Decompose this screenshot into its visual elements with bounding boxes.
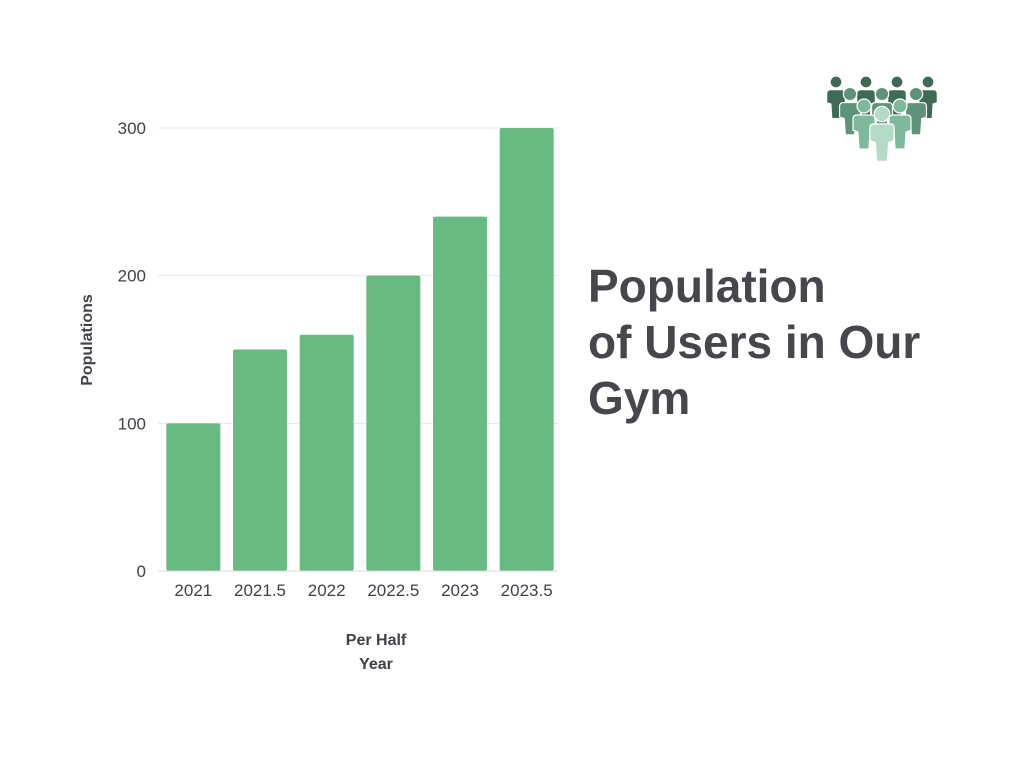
x-tick-labels: 2021 2021.5 2022 2022.5 2023 2023.5 — [174, 581, 552, 600]
x-tick-label: 2023 — [441, 581, 479, 600]
chart-title-line: of Users in Our — [588, 316, 921, 368]
gridlines — [158, 127, 558, 424]
y-tick-label: 200 — [118, 267, 146, 286]
bar — [366, 275, 421, 571]
x-tick-label: 2022.5 — [367, 581, 419, 600]
bar — [233, 349, 287, 571]
chart-title-line: Population — [588, 260, 826, 312]
people-group-icon — [826, 75, 938, 162]
bar — [166, 423, 221, 571]
x-axis-label-line: Per Half — [346, 632, 407, 649]
person-icon — [869, 105, 895, 162]
y-tick-labels: 0 100 200 300 — [118, 119, 146, 581]
y-axis-label: Populations — [79, 294, 96, 386]
x-axis-label-line: Year — [359, 656, 393, 673]
x-tick-label: 2021.5 — [234, 581, 286, 600]
y-tick-label: 0 — [137, 562, 146, 581]
person-icon — [904, 86, 928, 136]
bar — [499, 128, 554, 571]
x-tick-label: 2023.5 — [501, 581, 553, 600]
x-tick-label: 2021 — [174, 581, 212, 600]
x-axis-label: Per Half Year — [346, 632, 407, 673]
chart-title-line: Gym — [588, 372, 691, 424]
person-icon — [918, 75, 938, 120]
bar — [433, 216, 487, 571]
bars — [166, 128, 554, 571]
chart-title: Population of Users in Our Gym — [588, 258, 988, 426]
y-tick-label: 100 — [118, 414, 146, 433]
bar — [299, 334, 354, 571]
y-tick-label: 300 — [118, 119, 146, 138]
x-tick-label: 2022 — [308, 581, 346, 600]
